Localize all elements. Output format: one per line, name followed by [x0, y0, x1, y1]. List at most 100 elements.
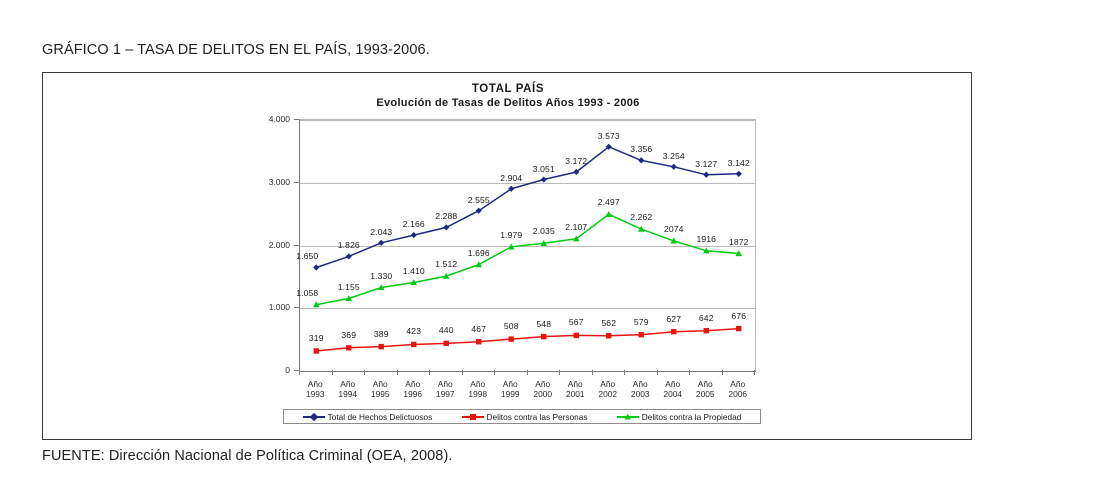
series-marker: [378, 239, 385, 246]
data-point-label: 3.356: [630, 144, 653, 155]
data-point-label: 2.555: [467, 194, 490, 205]
x-axis-tick-label: Año 1994: [338, 379, 358, 399]
series-marker: [378, 343, 384, 350]
chart-legend: Total de Hechos Delictuosos Delitos cont…: [283, 409, 761, 424]
series-marker: [410, 279, 418, 286]
series-lines: [312, 143, 743, 354]
series-marker: [476, 338, 482, 345]
x-axis-tick-mark: [331, 370, 333, 375]
y-axis-tick-label: 1.000: [268, 302, 290, 313]
x-axis-tick-label: Año 1998: [468, 379, 488, 399]
gridline: [300, 182, 755, 184]
data-point-label: 369: [341, 329, 357, 340]
series-marker: [345, 253, 352, 260]
series-marker: [573, 168, 580, 176]
series-marker: [605, 143, 612, 150]
data-point-label: 1.696: [467, 247, 490, 258]
series-marker: [637, 225, 645, 232]
y-axis-tick-label: 4.000: [268, 114, 290, 124]
x-axis-tick-label: Año 2004: [663, 379, 683, 399]
data-point-label: 2.043: [370, 226, 393, 237]
x-axis-tick-label: Año 1995: [370, 379, 390, 399]
series-marker: [508, 336, 514, 342]
x-axis-tick-mark: [429, 370, 430, 375]
data-point-label: 1.979: [500, 229, 523, 240]
data-point-label: 2.035: [532, 226, 555, 237]
data-point-label: 467: [471, 323, 487, 334]
data-point-label: 1.512: [435, 259, 458, 270]
x-axis-tick-mark: [559, 370, 560, 375]
series-marker: [606, 333, 612, 339]
plot-area: 1.650 1.826 2.043 2.166 2.288 2.555 2.904 3.051…: [296, 119, 756, 372]
x-axis-tick-label: Año 2005: [695, 379, 715, 399]
x-axis-tick-label: Año 2001: [565, 379, 585, 399]
gridline: [300, 120, 755, 121]
series-marker: [735, 250, 743, 257]
series-marker: [702, 247, 710, 254]
data-point-label: 3.254: [662, 150, 685, 161]
series-marker: [540, 240, 548, 246]
figure-frame: TOTAL PAÍS Evolución de Tasas de Delitos…: [42, 72, 972, 440]
series-marker: [605, 211, 613, 217]
y-axis-tick-mark: [294, 119, 299, 120]
data-point-label: 567: [568, 317, 584, 328]
data-point-label: 2.288: [435, 211, 458, 222]
legend-item-propiedad: Delitos contra la Propiedad: [616, 411, 742, 422]
gridline: [300, 308, 755, 310]
x-axis-tick-mark: [656, 370, 658, 375]
data-point-label: 2.497: [597, 197, 620, 208]
y-axis-tick-mark: [294, 181, 299, 183]
y-axis-tick-label: 2.000: [268, 239, 290, 250]
figure-caption: GRÁFICO 1 – TASA DE DELITOS EN EL PAÍS, …: [42, 42, 430, 58]
data-point-label: 389: [373, 328, 389, 339]
y-axis-tick-mark: [294, 244, 299, 246]
series-marker: [313, 348, 319, 354]
series-marker: [703, 328, 709, 334]
legend-item-personas: Delitos contra las Personas: [461, 411, 588, 422]
series-marker: [670, 237, 678, 244]
x-axis-tick-label: Año 2003: [630, 379, 650, 399]
data-point-label: 508: [503, 321, 519, 332]
data-point-label: 3.172: [565, 155, 588, 166]
series-line: [316, 327, 739, 352]
x-axis-tick-label: Año 1997: [435, 379, 455, 399]
series-marker: [475, 207, 482, 214]
data-point-label: 1.410: [402, 265, 425, 276]
data-point-label: 440: [438, 325, 454, 336]
legend-label-personas: Delitos contra las Personas: [486, 411, 588, 422]
data-point-label: 1.330: [370, 270, 393, 281]
x-axis-tick-label: Año 1996: [403, 379, 423, 399]
data-point-label: 3.051: [532, 163, 555, 174]
x-axis-tick-label: Año 2006: [728, 379, 748, 399]
series-marker: [703, 171, 710, 178]
x-axis-tick-mark: [299, 370, 300, 375]
y-axis-tick-mark: [294, 307, 299, 309]
data-point-label: 1872: [728, 236, 749, 247]
data-point-label: 562: [601, 317, 617, 328]
x-axis-tick-mark: [364, 370, 365, 375]
x-axis-tick-mark: [461, 370, 463, 375]
chart-title: TOTAL PAÍS: [471, 83, 545, 95]
series-marker: [443, 340, 449, 347]
series-marker: [411, 341, 417, 348]
data-point-label: 1.650: [296, 251, 319, 262]
legend-item-total: Total de Hechos Delictuosos: [302, 412, 432, 422]
x-axis-tick-mark: [591, 370, 593, 375]
series-marker: [377, 284, 385, 291]
figure-source: FUENTE: Dirección Nacional de Política C…: [42, 448, 453, 464]
y-axis-tick-label: 0: [285, 365, 290, 375]
legend-label-propiedad: Delitos contra la Propiedad: [641, 411, 742, 422]
series-marker: [475, 261, 483, 268]
series-marker: [312, 301, 320, 308]
x-axis-tick-mark: [624, 370, 625, 375]
series-marker: [313, 264, 320, 271]
series-marker: [573, 332, 579, 339]
x-axis-tick-label: Año 2000: [533, 379, 553, 399]
data-point-label: 3.142: [727, 157, 750, 168]
x-axis-tick-mark: [494, 370, 495, 375]
legend-swatch-green: [616, 412, 639, 421]
y-axis-tick-mark: [294, 370, 299, 371]
x-axis-tick-mark: [754, 370, 755, 375]
x-axis-tick-label: Año 1993: [305, 379, 325, 399]
